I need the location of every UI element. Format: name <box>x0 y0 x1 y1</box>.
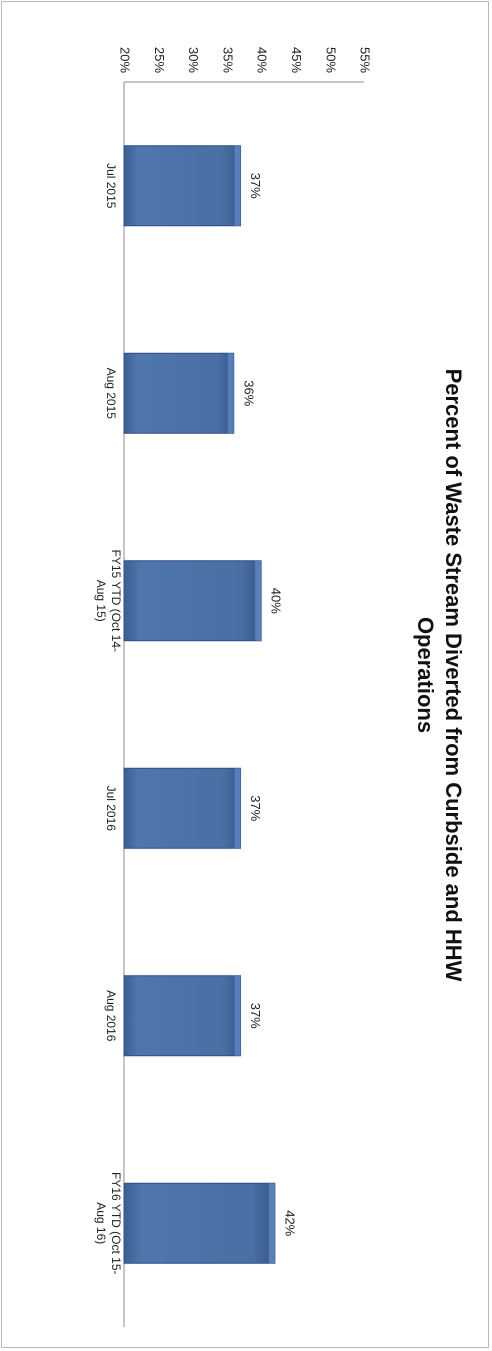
bar <box>123 1182 276 1264</box>
data-label: 37% <box>248 173 263 199</box>
category-label: Jul 2016 <box>104 786 118 832</box>
bar-edge <box>234 768 241 849</box>
value-tick-label: 35% <box>220 47 235 73</box>
data-label: 37% <box>248 795 263 821</box>
data-label: 37% <box>248 1003 263 1029</box>
bar <box>123 767 242 849</box>
bar <box>123 975 242 1057</box>
category-label: FY15 YTD (Oct 14-Aug 15) <box>94 550 123 652</box>
bar <box>123 352 235 434</box>
category-label: Jul 2015 <box>104 163 118 209</box>
value-tick-label: 50% <box>323 47 338 73</box>
bar <box>123 145 242 227</box>
value-tick-label: 55% <box>358 47 373 73</box>
bar-edge <box>234 975 241 1056</box>
category-label: Aug 2016 <box>104 990 118 1042</box>
category-label: Aug 2015 <box>104 368 118 420</box>
value-tick-label: 20% <box>118 47 133 73</box>
value-tick-label: 45% <box>289 47 304 73</box>
value-tick-label: 25% <box>152 47 167 73</box>
bar-edge <box>268 1183 275 1264</box>
bar-edge <box>227 353 234 434</box>
data-label: 36% <box>241 380 256 406</box>
bar <box>123 560 262 642</box>
bar-edge <box>255 560 262 641</box>
chart-title: Percent of Waste Stream Diverted from Cu… <box>413 369 466 982</box>
data-label: 40% <box>269 588 284 614</box>
bar-edge <box>234 145 241 226</box>
data-label: 42% <box>282 1210 297 1236</box>
value-tick-label: 40% <box>255 47 270 73</box>
category-label: FY16 YTD (Oct 15-Aug 16) <box>94 1172 123 1274</box>
value-tick-label: 30% <box>186 47 201 73</box>
